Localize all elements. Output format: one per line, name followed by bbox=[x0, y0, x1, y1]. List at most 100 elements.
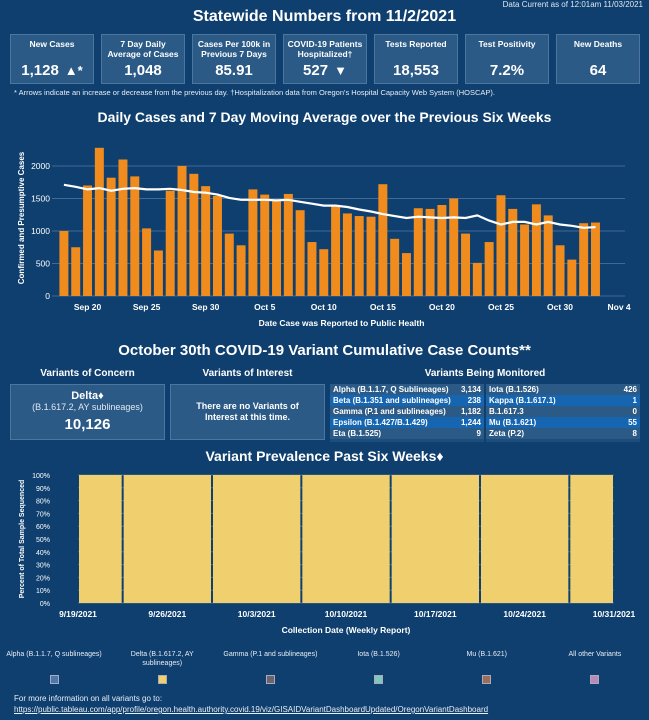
variant-legend: Alpha (B.1.1.7, Q sublineages) Delta (B.1… bbox=[0, 650, 649, 690]
bar bbox=[295, 210, 305, 296]
bar bbox=[165, 190, 175, 296]
bar bbox=[224, 233, 234, 296]
table-row: Mu (B.1.621) 55 bbox=[486, 417, 640, 428]
y-axis-label: Percent of Total Sample Sequenced bbox=[19, 480, 26, 599]
x-tick-label: Sep 20 bbox=[74, 302, 102, 312]
stacked-bar-segment bbox=[302, 475, 390, 603]
y-tick-label: 90% bbox=[36, 486, 50, 493]
y-tick-label: 40% bbox=[36, 550, 50, 557]
moving-average-line bbox=[63, 183, 596, 229]
x-tick-label: Oct 30 bbox=[547, 302, 573, 312]
arrow-footnote: * Arrows indicate an increase or decreas… bbox=[14, 88, 495, 97]
bar bbox=[567, 259, 577, 296]
bar bbox=[461, 233, 471, 296]
y-tick-label: 30% bbox=[36, 563, 50, 570]
variants-of-interest-card: There are no Variants of Interest at thi… bbox=[170, 384, 325, 440]
more-info-text: For more information on all variants go … bbox=[14, 694, 163, 703]
bar bbox=[520, 224, 530, 296]
bar bbox=[472, 262, 482, 296]
kpi-label: COVID-19 Patients Hospitalized† bbox=[287, 39, 363, 59]
x-tick-label: Sep 30 bbox=[192, 302, 220, 312]
x-tick-label: 10/31/2021 bbox=[593, 609, 636, 619]
table-row: Epsilon (B.1.427/B.1.429) 1,244 bbox=[330, 417, 484, 428]
bar bbox=[272, 201, 282, 296]
variant-prevalence-chart: 0% 10% 20% 30% 40% 50% 60% 70% 80% 90% 100% 9/19/20… bbox=[19, 473, 636, 635]
kpi-value: 64 bbox=[589, 62, 607, 79]
stacked-bar-segment bbox=[123, 475, 211, 603]
table-row: Zeta (P.2) 8 bbox=[486, 428, 640, 439]
bar bbox=[142, 228, 152, 296]
variants-of-concern-card: Delta♦ (B.1.617.2, AY sublineages) 10,12… bbox=[10, 384, 165, 440]
kpi-tests-reported: Tests Reported 18,553 bbox=[374, 34, 458, 84]
x-tick-label: Nov 4 bbox=[608, 302, 631, 312]
table-row: Iota (B.1.526) 426 bbox=[486, 384, 640, 395]
y-tick-label: 20% bbox=[36, 575, 50, 582]
kpi-new-cases: New Cases 1,128 ▲* bbox=[10, 34, 94, 84]
kpi-7-day-average: 7 Day Daily Average of Cases 1,048 bbox=[101, 34, 185, 84]
x-tick-label: 9/26/2021 bbox=[148, 609, 186, 619]
more-info-link[interactable]: https://public.tableau.com/app/profile/o… bbox=[14, 705, 489, 714]
bar bbox=[153, 250, 163, 296]
variants-of-concern-title: Variants of Concern bbox=[40, 368, 135, 379]
bar bbox=[354, 216, 364, 296]
legend-label: All other Variants bbox=[568, 651, 622, 658]
bar bbox=[555, 245, 565, 296]
bar bbox=[118, 159, 128, 296]
bar bbox=[319, 249, 329, 296]
bar bbox=[94, 147, 104, 296]
legend-item: Mu (B.1.621) bbox=[433, 650, 541, 690]
bar bbox=[307, 242, 317, 296]
delta-variant-count: 10,126 bbox=[64, 416, 111, 433]
stacked-bar-segment bbox=[570, 475, 613, 603]
delta-variant-lineage: (B.1.617.2, AY sublineages) bbox=[32, 402, 143, 412]
x-tick-label: Oct 15 bbox=[370, 302, 396, 312]
bar bbox=[390, 238, 400, 296]
legend-swatch bbox=[374, 675, 384, 684]
bar bbox=[484, 242, 494, 296]
kpi-label: New Deaths bbox=[573, 39, 623, 49]
y-tick-label: 500 bbox=[36, 259, 50, 269]
legend-item: All other Variants bbox=[541, 650, 649, 690]
bar bbox=[201, 186, 211, 296]
legend-label: Alpha (B.1.1.7, Q sublineages) bbox=[6, 651, 102, 658]
kpi-label: Test Positivity bbox=[478, 39, 536, 49]
bar bbox=[106, 177, 116, 296]
kpi-row: New Cases 1,128 ▲* 7 Day Daily Average of… bbox=[10, 34, 640, 84]
x-axis-label: Collection Date (Weekly Report) bbox=[282, 625, 411, 635]
y-tick-label: 2000 bbox=[31, 161, 50, 171]
bar bbox=[331, 205, 341, 296]
legend-item: Iota (B.1.526) bbox=[325, 650, 433, 690]
y-axis-label: Confirmed and Presumptive Cases bbox=[17, 151, 26, 284]
monitored-column-right: Iota (B.1.526) 426 Kappa (B.1.617.1) 1 B.1… bbox=[486, 384, 640, 442]
bar bbox=[531, 204, 541, 296]
y-tick-label: 50% bbox=[36, 537, 50, 544]
table-row: Beta (B.1.351 and sublineages) 238 bbox=[330, 395, 484, 406]
stacked-bar-segment bbox=[481, 475, 569, 603]
y-tick-label: 70% bbox=[36, 511, 50, 518]
bar bbox=[496, 195, 506, 296]
bar bbox=[378, 184, 388, 296]
y-tick-label: 60% bbox=[36, 524, 50, 531]
legend-item: Delta (B.1.617.2, AY sublineages) bbox=[108, 650, 216, 690]
bar bbox=[425, 208, 435, 296]
bar bbox=[449, 198, 459, 296]
variant-counts-title: October 30th COVID-19 Variant Cumulative… bbox=[118, 342, 531, 359]
no-variants-message: There are no Variants of Interest at thi… bbox=[196, 401, 299, 422]
x-tick-label: Oct 5 bbox=[254, 302, 276, 312]
legend-swatch bbox=[49, 675, 59, 684]
legend-item: Gamma (P.1 and sublineages) bbox=[216, 650, 324, 690]
kpi-label: 7 Day Daily Average of Cases bbox=[107, 39, 179, 59]
y-tick-label: 1000 bbox=[31, 226, 50, 236]
kpi-new-deaths: New Deaths 64 bbox=[556, 34, 640, 84]
bar bbox=[543, 215, 553, 296]
up-arrow-icon: ▲* bbox=[64, 63, 83, 78]
bar bbox=[590, 222, 600, 296]
x-tick-label: 10/24/2021 bbox=[503, 609, 546, 619]
y-tick-label: 80% bbox=[36, 499, 50, 506]
bar bbox=[177, 166, 187, 296]
bar bbox=[401, 253, 411, 296]
y-tick-label: 10% bbox=[36, 588, 50, 595]
bar bbox=[283, 193, 293, 296]
legend-swatch bbox=[482, 675, 492, 684]
stacked-bar-segment bbox=[391, 475, 479, 603]
